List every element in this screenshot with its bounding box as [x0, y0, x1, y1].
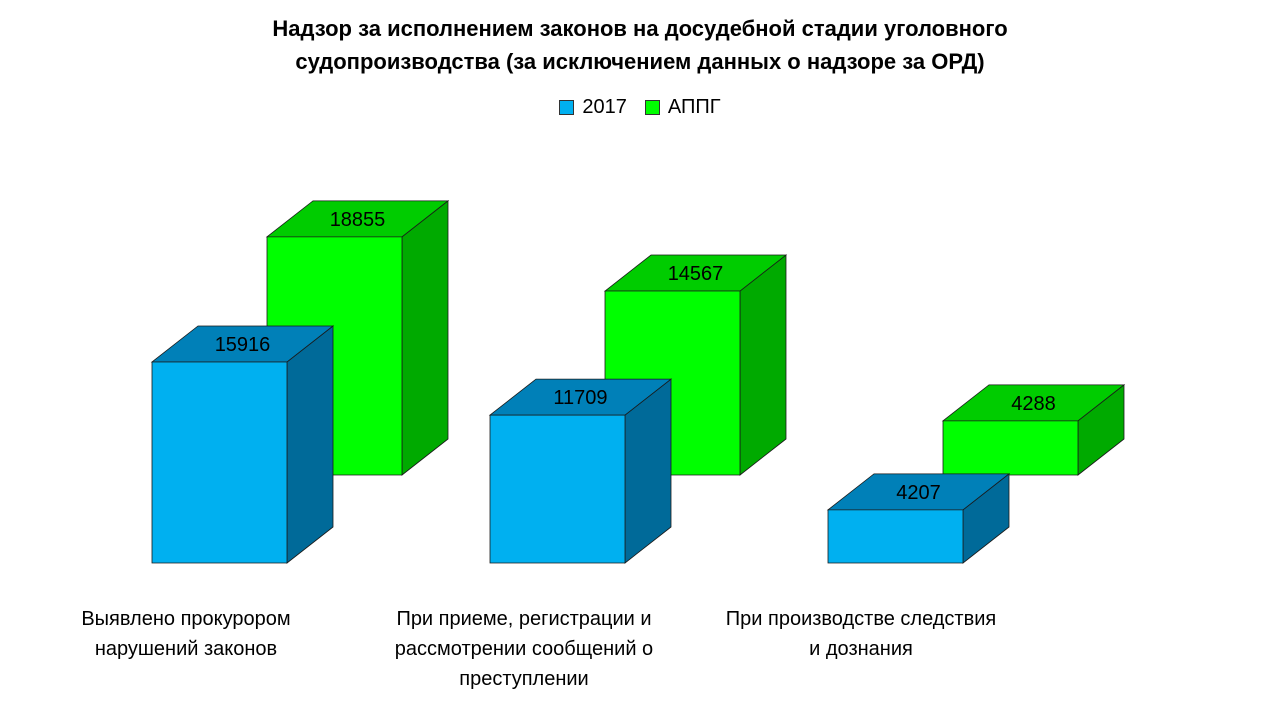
category-label-3-line-2: и дознания	[809, 638, 913, 660]
bar-2017-2-value-label: 11709	[553, 387, 607, 409]
category-label-2-line-3: преступлении	[459, 668, 589, 690]
bar-2017-1-front	[151, 361, 288, 564]
bar-appg-1-value-label: 18855	[330, 209, 386, 231]
legend-item-appg: АППГ	[644, 96, 721, 119]
chart-title-line-2: судопроизводства (за исключением данных …	[295, 49, 985, 74]
category-label-1-line-2: нарушений законов	[94, 638, 278, 660]
legend-swatch-appg	[644, 100, 660, 115]
category-label-1: Выявлено прокурором нарушений законов	[26, 604, 346, 664]
legend-label-appg: АППГ	[667, 96, 721, 118]
bar-2017-1-value-label: 15916	[215, 334, 271, 356]
bar-appg-2-side	[739, 254, 787, 476]
category-label-2-line-1: При приеме, регистрации и	[396, 608, 652, 630]
category-label-3: При производстве следствия и дознания	[701, 604, 1021, 664]
legend-swatch-2017	[559, 100, 575, 115]
bar-appg-3-front	[942, 420, 1079, 476]
bar-2017-2-front	[489, 414, 626, 564]
category-label-3-line-1: При производстве следствия	[725, 608, 997, 630]
bar-appg-3-value-label: 4288	[1011, 393, 1056, 415]
category-label-2-line-2: рассмотрении сообщений о	[394, 638, 654, 660]
legend-item-2017: 2017	[559, 96, 627, 119]
bar-appg-2-value-label: 14567	[668, 263, 724, 285]
chart-title-line-1: Надзор за исполнением законов на досудеб…	[272, 16, 1008, 41]
legend-label-2017: 2017	[582, 96, 627, 118]
chart-title: Надзор за исполнением законов на досудеб…	[140, 12, 1140, 78]
bar-2017-3-front	[827, 509, 964, 564]
bar-2017-3-value-label: 4207	[896, 482, 941, 504]
chart-legend: 2017 АППГ	[0, 96, 1280, 119]
bar-appg-1-side	[401, 200, 449, 476]
category-label-2: При приеме, регистрации и рассмотрении с…	[364, 604, 684, 694]
bar-2017-1-side	[286, 325, 334, 564]
category-label-1-line-1: Выявлено прокурором	[81, 608, 291, 630]
